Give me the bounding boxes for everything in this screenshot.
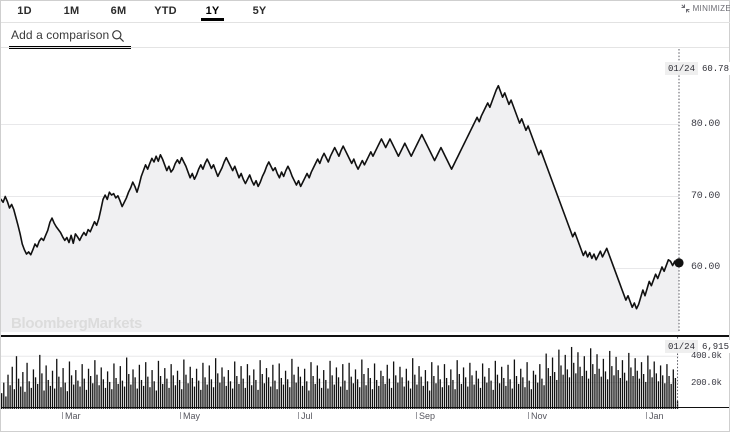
range-tabs: 1D 1M 6M YTD 1Y 5Y (1, 1, 283, 22)
price-last-value: 60.78 (697, 62, 730, 75)
range-tab-ytd[interactable]: YTD (142, 1, 189, 18)
volume-last-value: 6,915 (697, 340, 730, 353)
bloomberg-watermark: BloombergMarkets (11, 315, 143, 332)
x-axis-tick: Jan (646, 411, 664, 421)
range-tab-label: 1Y (205, 5, 220, 17)
tabbar-divider (1, 22, 730, 23)
volume-tick-400k: 400.0k (691, 351, 722, 362)
range-tab-bar: 1D 1M 6M YTD 1Y 5Y MINIMIZE (1, 1, 730, 23)
x-axis: Mar May Jul Sep Nov Jan (1, 409, 730, 431)
range-tab-label: 1D (17, 5, 32, 17)
x-axis-tick: Jul (298, 411, 313, 421)
range-tab-label: 5Y (252, 5, 267, 17)
range-tab-label: YTD (154, 5, 177, 17)
comparison-row: Add a comparison (1, 23, 730, 49)
range-tab-1d[interactable]: 1D (1, 1, 48, 18)
minimize-button[interactable]: MINIMIZE (681, 4, 730, 13)
price-tick-70: 70.00 (691, 190, 721, 202)
price-axis: 01/24 60.78 80.00 70.00 60.00 (664, 49, 730, 332)
volume-chart-panel: 01/24 6,915 400.0k 200.0k (1, 337, 730, 409)
volume-plot-area[interactable] (1, 337, 687, 409)
x-axis-tick: May (179, 411, 201, 421)
search-icon[interactable] (111, 29, 125, 43)
range-tab-label: 1M (63, 5, 80, 17)
x-axis-tick: Mar (62, 411, 81, 421)
price-tick-80: 80.00 (691, 118, 721, 130)
range-tab-6m[interactable]: 6M (95, 1, 142, 18)
price-plot-area[interactable] (1, 49, 687, 332)
add-comparison-input[interactable]: Add a comparison (11, 28, 110, 42)
volume-baseline (1, 407, 729, 408)
range-tab-5y[interactable]: 5Y (236, 1, 283, 18)
price-last-date: 01/24 (664, 62, 698, 75)
volume-last-date: 01/24 (664, 340, 698, 353)
comparison-divider (1, 47, 729, 48)
price-last-quote: 01/24 60.78 (664, 62, 730, 75)
collapse-arrows-icon (681, 4, 690, 13)
volume-tick-200k: 200.0k (691, 377, 722, 388)
x-axis-tick: Nov (527, 411, 548, 421)
range-tab-1m[interactable]: 1M (48, 1, 95, 18)
volume-axis: 01/24 6,915 400.0k 200.0k (664, 337, 730, 409)
price-tick-60: 60.00 (691, 262, 721, 274)
panel-divider (1, 335, 729, 337)
x-axis-tick: Sep (415, 411, 436, 421)
range-tab-1y[interactable]: 1Y (189, 1, 236, 21)
volume-last-quote: 01/24 6,915 (664, 340, 730, 353)
minimize-label: MINIMIZE (692, 4, 730, 13)
price-chart-panel: BloombergMarkets 01/24 60.78 80.00 70.00… (1, 49, 730, 332)
range-tab-label: 6M (110, 5, 127, 17)
